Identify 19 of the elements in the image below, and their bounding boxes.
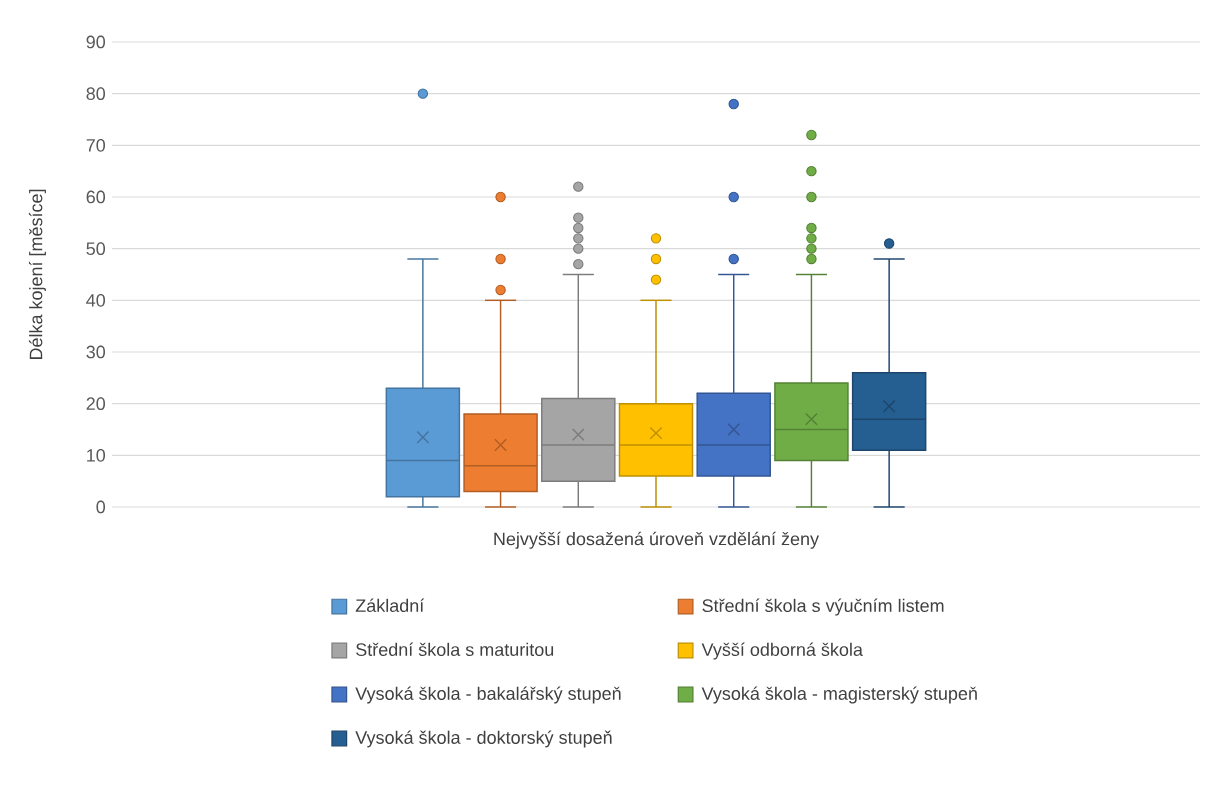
- legend-label: Vyšší odborná škola: [701, 642, 863, 660]
- y-tick-label: 30: [86, 345, 106, 359]
- legend-label: Vysoká škola - doktorský stupeň: [355, 730, 612, 748]
- y-tick-label: 90: [86, 35, 106, 49]
- y-tick-label: 50: [86, 242, 106, 256]
- y-tick-label: 70: [86, 138, 106, 152]
- y-tick-label: 0: [96, 500, 106, 514]
- legend-label: Vysoká škola - bakalářský stupeň: [355, 686, 621, 704]
- legend-label: Vysoká škola - magisterský stupeň: [701, 686, 977, 704]
- y-axis-title: Délka kojení [měsíce]: [28, 189, 46, 360]
- y-tick-label: 60: [86, 190, 106, 204]
- legend-label: Základní: [355, 598, 425, 613]
- y-tick-label: 20: [86, 397, 106, 411]
- legend-label: Střední škola s maturitou: [356, 642, 554, 656]
- x-axis-title: Nejvyšší dosažená úroveň vzdělání ženy: [494, 531, 820, 549]
- y-tick-label: 80: [86, 87, 106, 101]
- y-tick-label: 10: [87, 448, 106, 462]
- y-tick-label: 40: [86, 293, 106, 307]
- legend-label: Střední škola s výučním listem: [702, 598, 944, 616]
